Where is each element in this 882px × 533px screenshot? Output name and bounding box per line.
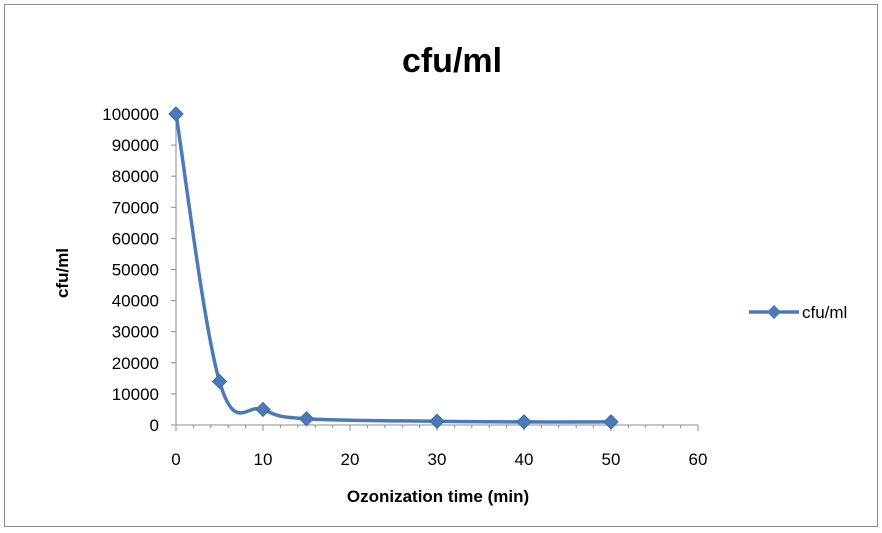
series-layer bbox=[168, 106, 619, 430]
legend: cfu/ml bbox=[749, 303, 847, 322]
data-point bbox=[168, 106, 184, 122]
legend-marker bbox=[767, 305, 781, 319]
chart-svg: cfu/ml cfu/ml Ozonization time (min) 0 10… bbox=[53, 42, 847, 506]
x-axis-title: Ozonization time (min) bbox=[347, 487, 529, 506]
x-tick-label: 60 bbox=[689, 450, 708, 469]
x-tick-label: 10 bbox=[254, 450, 273, 469]
series-line bbox=[174, 113, 612, 424]
y-ticks: 0 10000 20000 30000 40000 50000 60000 70000 8000… bbox=[102, 105, 176, 435]
y-tick-label: 70000 bbox=[112, 198, 159, 217]
data-point bbox=[211, 373, 228, 390]
y-tick-label: 100000 bbox=[102, 105, 159, 124]
y-tick-label: 90000 bbox=[112, 136, 159, 155]
y-tick-label: 0 bbox=[150, 416, 159, 435]
data-point bbox=[255, 401, 271, 418]
data-point bbox=[298, 411, 315, 427]
x-tick-label: 30 bbox=[428, 450, 447, 469]
y-tick-label: 80000 bbox=[112, 167, 159, 186]
chart-title: cfu/ml bbox=[402, 42, 502, 80]
chart-frame: cfu/ml cfu/ml Ozonization time (min) 0 10… bbox=[4, 4, 878, 527]
y-tick-label: 30000 bbox=[112, 323, 159, 342]
y-tick-label: 40000 bbox=[112, 292, 159, 311]
x-tick-label: 50 bbox=[602, 450, 621, 469]
y-tick-label: 20000 bbox=[112, 354, 159, 373]
y-axis-title: cfu/ml bbox=[53, 248, 72, 298]
x-tick-label: 40 bbox=[515, 450, 534, 469]
data-point bbox=[603, 414, 619, 430]
data-point bbox=[516, 414, 532, 430]
data-point bbox=[429, 413, 445, 429]
y-tick-label: 50000 bbox=[112, 261, 159, 280]
y-tick-label: 60000 bbox=[112, 229, 159, 248]
x-ticks: 0 10 20 30 40 50 60 bbox=[171, 425, 707, 469]
y-tick-label: 10000 bbox=[112, 385, 159, 404]
x-tick-label: 0 bbox=[171, 450, 180, 469]
x-tick-label: 20 bbox=[341, 450, 360, 469]
legend-label: cfu/ml bbox=[802, 303, 847, 322]
